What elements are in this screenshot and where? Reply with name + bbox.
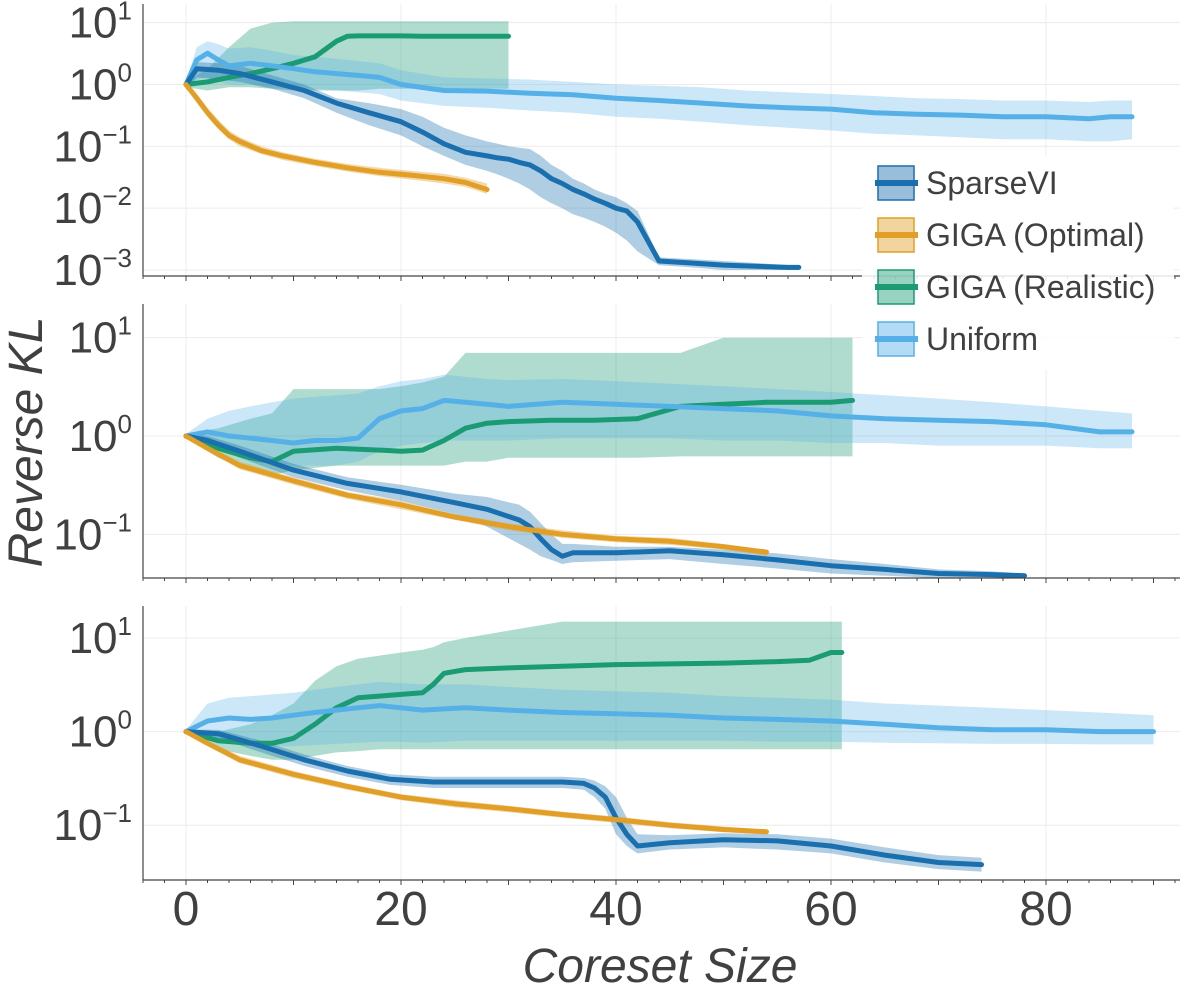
band-sparsevi <box>186 62 799 270</box>
y-tick-label: 10−1 <box>53 798 132 850</box>
series-sparsevi <box>183 433 1027 579</box>
legend-item: GIGA (Optimal) <box>875 217 1145 253</box>
y-tick-label: 10−2 <box>53 181 132 233</box>
series-uniform <box>183 703 1156 735</box>
y-tick-label: 101 <box>69 311 132 363</box>
series-uniform <box>183 397 1135 446</box>
series-giga-realistic <box>183 397 855 465</box>
x-tick-label: 80 <box>1019 883 1072 936</box>
x-axis-title: Coreset Size <box>523 940 798 993</box>
y-tick-label: 101 <box>69 611 132 663</box>
x-tick-label: 20 <box>374 883 427 936</box>
band-uniform <box>186 41 1132 142</box>
y-tick-label: 100 <box>69 409 132 461</box>
legend: SparseVI GIGA (Optimal) GIGA (Realistic) Un… <box>862 156 1174 370</box>
band-sparsevi <box>186 729 982 872</box>
y-tick-label: 100 <box>69 57 132 109</box>
series-sparsevi <box>183 729 984 868</box>
legend-item: SparseVI <box>875 165 1058 201</box>
series-giga-optimal <box>183 82 490 192</box>
x-tick-label: 60 <box>804 883 857 936</box>
series-giga-realistic <box>183 650 845 746</box>
y-tick-label: 100 <box>69 705 132 757</box>
y-tick-label: 10−1 <box>53 119 132 171</box>
legend-label: GIGA (Realistic) <box>926 269 1155 305</box>
band-giga-realistic <box>186 621 842 760</box>
legend-label: SparseVI <box>926 165 1058 201</box>
series-giga-optimal <box>183 729 769 835</box>
band-sparsevi <box>186 433 1025 578</box>
band-uniform <box>186 374 1132 466</box>
x-tick-label: 40 <box>589 883 642 936</box>
series-uniform <box>183 50 1135 122</box>
legend-label: GIGA (Optimal) <box>926 217 1145 253</box>
x-tick-label: 0 <box>173 883 200 936</box>
legend-item: GIGA (Realistic) <box>875 269 1155 305</box>
y-tick-label: 10−1 <box>53 507 132 559</box>
panel-3: 101 100 10−1 <box>53 606 1180 885</box>
legend-label: Uniform <box>926 321 1038 357</box>
series-sparsevi <box>183 66 802 270</box>
series-giga-optimal <box>183 433 769 555</box>
y-axis-title: Reverse KL <box>0 317 53 568</box>
y-tick-label: 101 <box>69 0 132 48</box>
legend-item: Uniform <box>875 321 1038 357</box>
y-tick-label: 10−3 <box>53 243 132 295</box>
panel-1: 101 100 10−1 10−2 10−3 <box>53 0 1180 295</box>
panel-2: 101 100 10−1 <box>53 304 1180 583</box>
